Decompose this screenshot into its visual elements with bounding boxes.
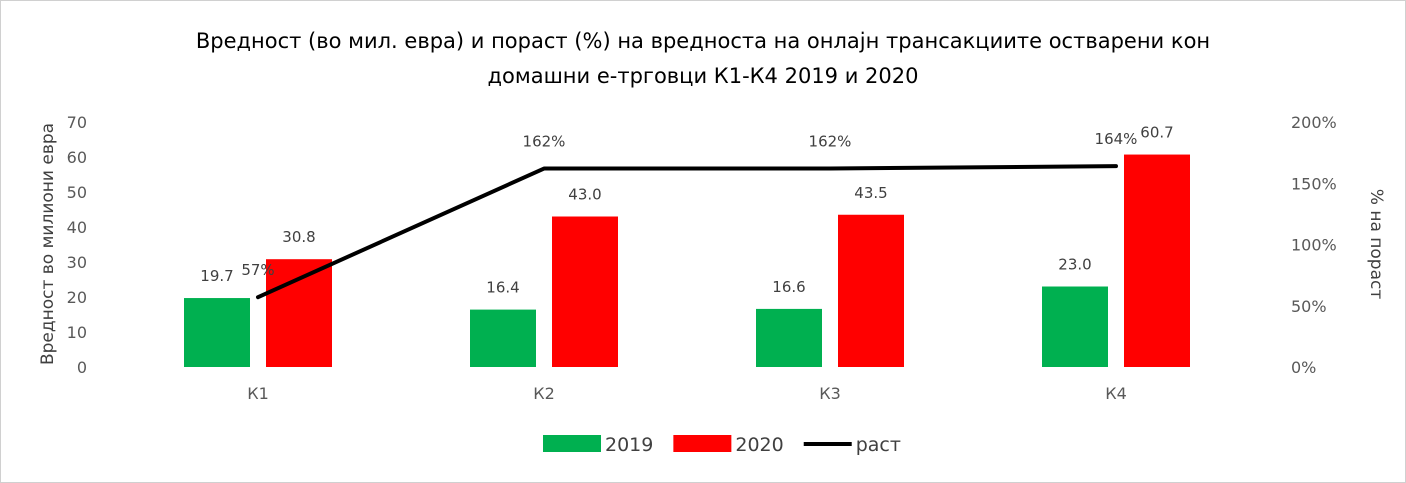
line-value-label: 162% xyxy=(523,133,566,151)
line-value-label: 57% xyxy=(241,261,274,279)
bar-2019 xyxy=(470,309,536,367)
x-tick-label: К1 xyxy=(247,384,269,403)
y2-axis-ticks: 0% 50% 100% 150% 200% xyxy=(1291,113,1337,377)
y2-tick-label: 50% xyxy=(1291,297,1327,316)
bar-2020 xyxy=(266,259,332,367)
line-раст xyxy=(256,164,1118,300)
line-value-label: 164% xyxy=(1095,130,1138,148)
y-tick-label: 50 xyxy=(67,183,87,202)
y-tick-label: 40 xyxy=(67,218,87,237)
y2-tick-label: 200% xyxy=(1291,113,1337,132)
legend-label-2020: 2020 xyxy=(735,434,783,456)
bar-2020 xyxy=(552,216,618,367)
y-axis-title: Вредност во милиони евра xyxy=(38,123,58,365)
bar-2020 xyxy=(1124,154,1190,367)
chart-title-line-1: Вредност (во мил. евра) и пораст (%) на … xyxy=(196,29,1210,53)
y2-tick-label: 0% xyxy=(1291,358,1316,377)
bar-value-label: 60.7 xyxy=(1140,124,1173,142)
legend-swatch-2020 xyxy=(673,435,732,452)
bar-series xyxy=(184,154,1190,367)
y2-tick-label: 150% xyxy=(1291,174,1337,193)
chart-title: Вредност (во мил. евра) и пораст (%) на … xyxy=(196,29,1210,88)
y-tick-label: 20 xyxy=(67,288,87,307)
bar-value-label: 30.8 xyxy=(282,228,315,246)
y2-tick-label: 100% xyxy=(1291,236,1337,255)
legend-label-2019: 2019 xyxy=(605,434,653,456)
line-value-label: 162% xyxy=(809,133,852,151)
y-tick-label: 70 xyxy=(67,113,87,132)
legend-swatch-2019 xyxy=(543,435,601,452)
y-tick-label: 0 xyxy=(77,358,87,377)
data-labels: 19.7 16.4 16.6 23.0 30.8 43.0 43.5 60.7 57% 162% 1… xyxy=(200,124,1173,297)
bar-value-label: 19.7 xyxy=(200,267,233,285)
legend: 2019 2020 раст xyxy=(543,434,901,456)
y-tick-label: 30 xyxy=(67,253,87,272)
bar-2019 xyxy=(1042,286,1108,367)
x-tick-label: К4 xyxy=(1105,384,1127,403)
legend-label-раст: раст xyxy=(856,434,901,456)
bar-value-label: 43.5 xyxy=(854,184,887,202)
bar-2019 xyxy=(184,298,250,367)
bar-value-label: 43.0 xyxy=(568,186,601,204)
y-tick-label: 10 xyxy=(67,323,87,342)
bar-2020 xyxy=(838,214,904,367)
bar-value-label: 16.4 xyxy=(486,279,519,297)
x-tick-label: К3 xyxy=(819,384,841,403)
bar-value-label: 16.6 xyxy=(772,278,805,296)
x-tick-label: К2 xyxy=(533,384,555,403)
bar-2019 xyxy=(756,308,822,367)
y-tick-label: 60 xyxy=(67,148,87,167)
x-axis-ticks: К1 К2 К3 К4 xyxy=(247,384,1127,403)
chart-title-line-2: домашни е-трговци К1-К4 2019 и 2020 xyxy=(488,64,919,88)
y2-axis-title: % на пораст xyxy=(1366,189,1386,300)
line-series xyxy=(256,164,1118,300)
bar-value-label: 23.0 xyxy=(1058,256,1091,274)
y-axis-ticks: 0 10 20 30 40 50 60 70 xyxy=(67,113,87,377)
